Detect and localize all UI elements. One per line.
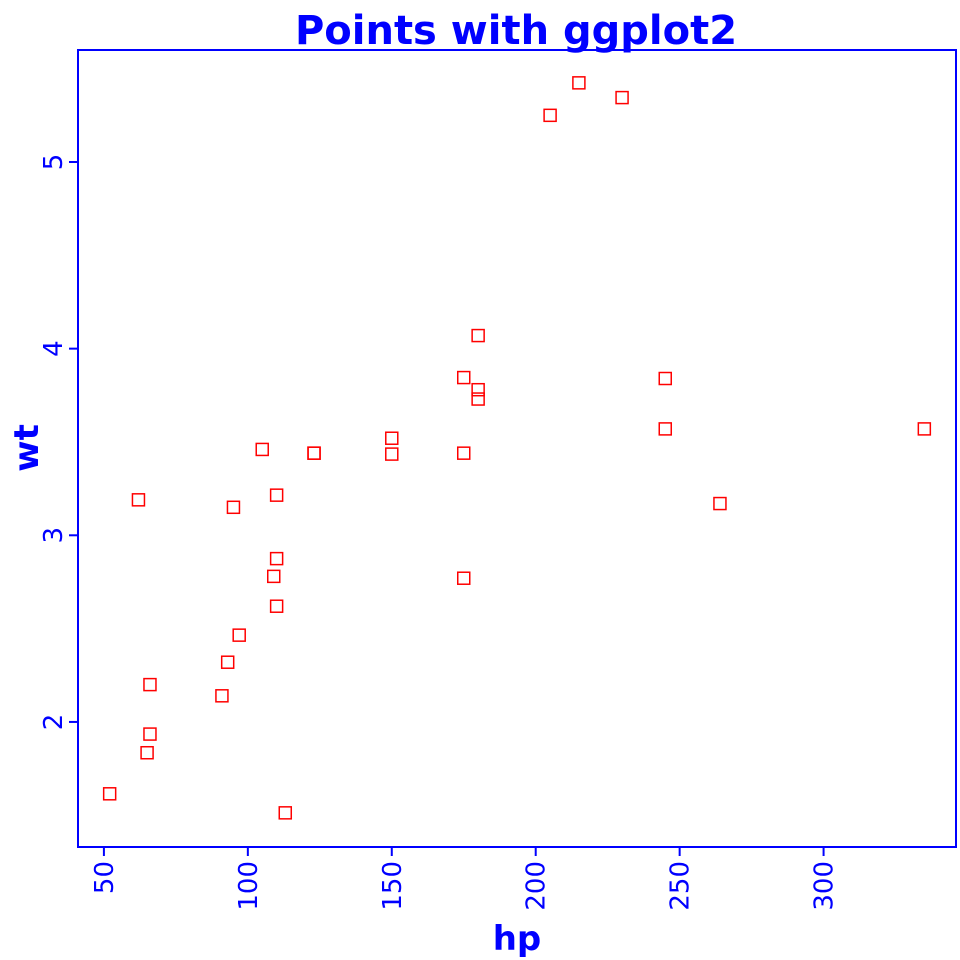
y-axis-label: wt — [7, 424, 47, 472]
x-tick-label: 50 — [90, 861, 120, 894]
data-point — [385, 447, 399, 461]
data-point — [572, 76, 586, 90]
data-point — [307, 446, 321, 460]
data-point — [255, 442, 269, 457]
data-point — [471, 382, 485, 397]
x-tick-label: 300 — [810, 861, 840, 911]
x-tick-label: 250 — [666, 861, 696, 911]
data-point — [456, 571, 471, 585]
chart-title: Points with ggplot2 — [295, 8, 737, 54]
data-point — [385, 431, 399, 445]
x-tick-label: 200 — [522, 861, 552, 911]
data-point — [232, 628, 246, 642]
data-point — [615, 90, 629, 105]
y-tick-label: 3 — [39, 527, 69, 544]
data-point — [143, 727, 157, 741]
data-point — [471, 392, 485, 406]
data-point — [220, 655, 235, 669]
data-point — [269, 551, 284, 566]
data-point — [456, 370, 471, 385]
data-point — [658, 422, 673, 436]
x-tick-label: 100 — [234, 861, 264, 911]
data-point — [307, 446, 321, 460]
data-point — [456, 446, 471, 460]
data-point — [131, 493, 146, 507]
data-point — [543, 108, 557, 123]
x-axis-label: hp — [493, 919, 542, 959]
data-point — [713, 496, 727, 511]
data-points — [102, 76, 932, 820]
x-axis-ticks: 50 100 150 200 250 300 — [90, 847, 840, 911]
y-tick-label: 4 — [39, 340, 69, 357]
data-point — [269, 599, 284, 613]
data-point — [278, 806, 293, 820]
y-tick-label: 5 — [39, 154, 69, 171]
data-point — [215, 689, 229, 703]
data-point — [269, 488, 284, 502]
data-point — [143, 677, 157, 692]
data-point — [471, 328, 485, 343]
y-tick-label: 2 — [39, 714, 69, 731]
x-tick-label: 150 — [378, 861, 408, 911]
data-point — [226, 500, 241, 515]
plot-frame — [77, 49, 957, 848]
data-point — [267, 569, 281, 584]
data-point — [917, 422, 932, 436]
y-axis-ticks: 2 3 4 5 — [39, 154, 78, 731]
data-point — [102, 787, 117, 801]
data-point — [140, 745, 154, 760]
data-point — [658, 371, 673, 386]
